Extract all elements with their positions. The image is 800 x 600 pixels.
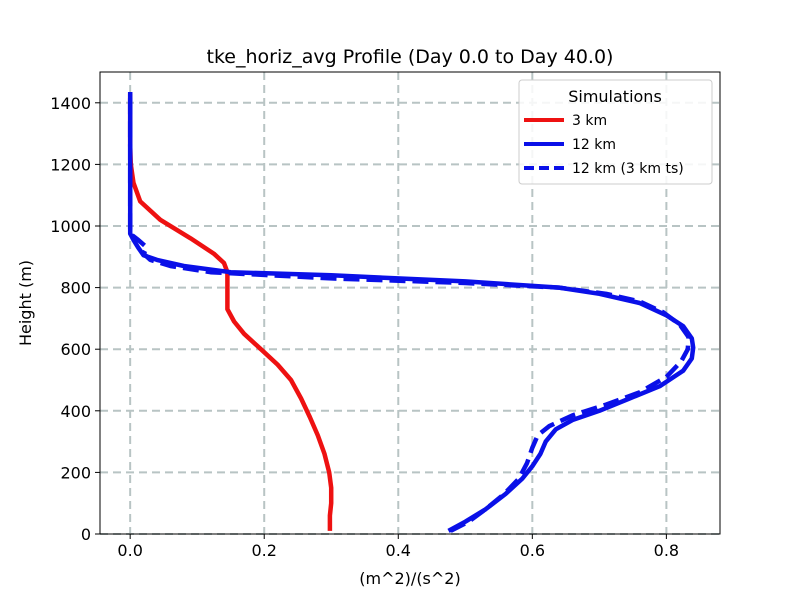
y-tick-label: 1000	[50, 217, 91, 236]
plot-frame	[99, 71, 721, 535]
x-tick-label: 0.0	[117, 541, 142, 560]
y-tick-label: 0	[81, 525, 91, 544]
x-axis-label: (m^2)/(s^2)	[359, 569, 460, 588]
y-tick-label: 400	[60, 402, 91, 421]
series-line-0	[127, 93, 334, 531]
legend-box	[518, 79, 713, 185]
legend-title: Simulations	[568, 87, 662, 106]
y-axis-label: Height (m)	[16, 260, 35, 346]
y-tick-label: 600	[60, 340, 91, 359]
gridlines	[100, 72, 720, 535]
x-tick-label: 0.2	[251, 541, 276, 560]
chart-title: tke_horiz_avg Profile (Day 0.0 to Day 40…	[207, 46, 614, 68]
x-tick-label: 0.4	[386, 541, 411, 560]
legend-label-12km-3kmts: 12 km (3 km ts)	[572, 161, 684, 177]
y-tick-label: 1400	[50, 94, 91, 113]
legend-label-12km: 12 km	[572, 137, 616, 153]
series-group	[127, 92, 696, 533]
y-tick-label: 200	[60, 463, 91, 482]
x-tick-label: 0.8	[654, 541, 679, 560]
legend: Simulations 3 km 12 km 12 km (3 km ts)	[518, 79, 713, 185]
y-tick-label: 1200	[50, 155, 91, 174]
series-line-2	[127, 92, 691, 533]
axis-ticks: 0.0 0.2 0.4 0.6 0.8 0 200 400 600 800 1000 1200 1400	[50, 94, 679, 560]
x-tick-label: 0.6	[520, 541, 545, 560]
y-tick-label: 800	[60, 279, 91, 298]
legend-label-3km: 3 km	[572, 113, 607, 129]
